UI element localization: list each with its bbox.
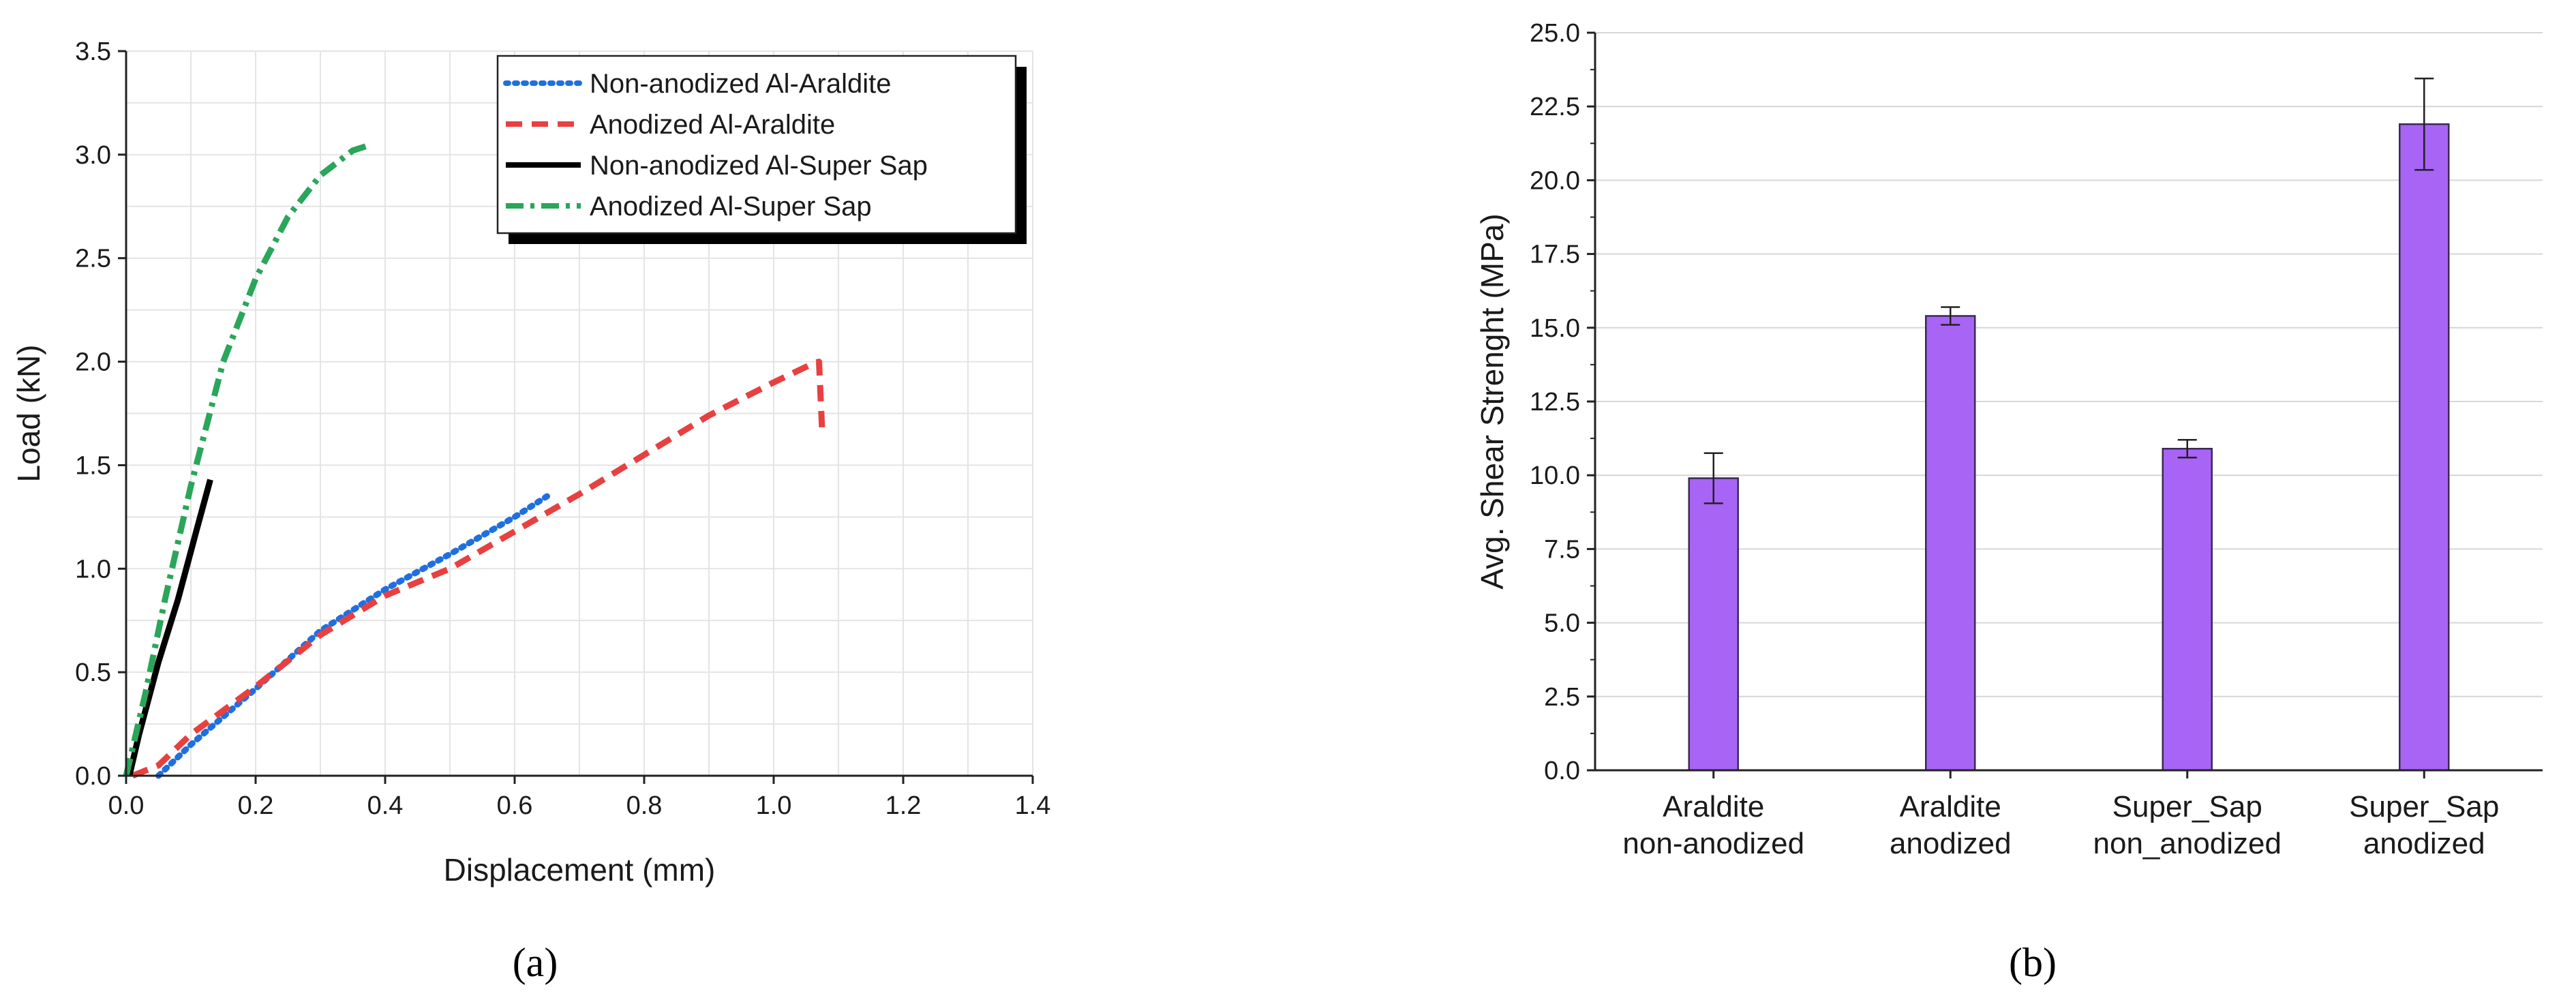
chart-b-bars bbox=[1688, 77, 2450, 772]
legend-box bbox=[496, 55, 1017, 234]
chart-b-y-tick-label: 0.0 bbox=[1544, 757, 1580, 785]
chart-a: 0.0 0.2 0.4 0.6 0.8 1.0 1.2 1.4 0.0 0.5 1.0 1.5 2.0 2… bbox=[11, 37, 1050, 985]
chart-b-y-tick-label: 7.5 bbox=[1544, 535, 1580, 564]
chart-a-y-tick-label: 2.5 bbox=[75, 245, 111, 273]
bar-super-sap-non-anodized bbox=[2162, 447, 2213, 772]
chart-b-y-tick-label: 25.0 bbox=[1530, 19, 1580, 48]
panel-label-b: (b) bbox=[2009, 940, 2057, 985]
chart-a-x-tick-label: 1.0 bbox=[756, 791, 792, 820]
chart-a-series bbox=[123, 143, 825, 779]
chart-b-y-axis-label: Avg. Shear Strenght (MPa) bbox=[1474, 213, 1510, 589]
chart-b-category-label: anodized bbox=[2363, 827, 2485, 860]
panel-label-a: (a) bbox=[513, 940, 558, 985]
bar-araldite-non-anodized bbox=[1688, 477, 1739, 772]
chart-a-y-tick-label: 2.0 bbox=[75, 348, 111, 377]
chart-b-y-tick-label: 5.0 bbox=[1544, 609, 1580, 638]
chart-b-y-tick-label: 20.0 bbox=[1530, 166, 1580, 195]
chart-b: 0.0 2.5 5.0 7.5 10.0 12.5 15.0 17.5 20.0 22.5 25.0… bbox=[1474, 19, 2543, 985]
chart-a-y-tick-label: 0.5 bbox=[75, 658, 111, 687]
chart-b-category-label: Araldite bbox=[1663, 790, 1764, 823]
chart-a-y-tick-label: 1.5 bbox=[75, 451, 111, 480]
chart-b-ticks: 0.0 2.5 5.0 7.5 10.0 12.5 15.0 17.5 20.0 22.5 25.0… bbox=[1530, 19, 2499, 860]
chart-a-x-tick-label: 1.2 bbox=[885, 791, 922, 820]
chart-a-y-tick-label: 0.0 bbox=[75, 762, 111, 791]
chart-a-ticks: 0.0 0.2 0.4 0.6 0.8 1.0 1.2 1.4 0.0 0.5 1.0 1.5 2.0 2… bbox=[75, 37, 1050, 820]
chart-b-category-label: Super_Sap bbox=[2112, 790, 2262, 823]
chart-a-x-tick-label: 0.8 bbox=[626, 791, 663, 820]
chart-a-y-tick-label: 3.5 bbox=[75, 37, 111, 66]
chart-b-y-tick-label: 17.5 bbox=[1530, 241, 1580, 269]
series-line-non-anodized-al-araldite bbox=[155, 493, 550, 779]
chart-a-x-tick-label: 0.6 bbox=[497, 791, 533, 820]
bar-super-sap-anodized bbox=[2399, 123, 2450, 772]
chart-b-category-label: non_anodized bbox=[2093, 827, 2282, 860]
chart-b-y-tick-label: 15.0 bbox=[1530, 314, 1580, 343]
series-line-non-anodized-al-super-sap bbox=[126, 479, 213, 777]
legend-label-non-anodized-al-super-sap: Non-anodized Al-Super Sap bbox=[590, 151, 928, 181]
chart-a-x-tick-label: 1.4 bbox=[1015, 791, 1051, 820]
series-line-anodized-al-super-sap bbox=[123, 143, 367, 777]
chart-a-y-axis-label: Load (kN) bbox=[11, 345, 46, 483]
bar-araldite-anodized bbox=[1925, 315, 1976, 772]
chart-a-x-axis-label: Displacement (mm) bbox=[444, 852, 716, 888]
legend-label-non-anodized-al-araldite: Non-anodized Al-Araldite bbox=[590, 69, 891, 99]
chart-b-grid bbox=[1595, 32, 2543, 697]
legend-label-anodized-al-araldite: Anodized Al-Araldite bbox=[590, 110, 835, 140]
chart-b-category-label: Araldite bbox=[1900, 790, 2001, 823]
chart-a-y-tick-label: 1.0 bbox=[75, 555, 111, 584]
chart-b-y-tick-label: 22.5 bbox=[1530, 93, 1580, 121]
chart-a-y-tick-label: 3.0 bbox=[75, 141, 111, 170]
legend-label-anodized-al-super-sap: Anodized Al-Super Sap bbox=[590, 192, 872, 222]
chart-b-category-label: anodized bbox=[1890, 827, 2012, 860]
chart-a-axes bbox=[125, 51, 1033, 777]
chart-a-legend: Non-anodized Al-Araldite Anodized Al-Aral… bbox=[496, 55, 1027, 244]
chart-b-y-tick-label: 2.5 bbox=[1544, 683, 1580, 712]
chart-b-y-tick-label: 10.0 bbox=[1530, 461, 1580, 490]
chart-a-x-tick-label: 0.2 bbox=[238, 791, 274, 820]
chart-b-category-label: Super_Sap bbox=[2349, 790, 2499, 823]
chart-a-x-tick-label: 0.4 bbox=[367, 791, 404, 820]
chart-a-x-tick-label: 0.0 bbox=[108, 791, 145, 820]
series-line-anodized-al-araldite bbox=[131, 359, 825, 779]
chart-b-category-label: non-anodized bbox=[1622, 827, 1804, 860]
chart-b-y-tick-label: 12.5 bbox=[1530, 388, 1580, 416]
